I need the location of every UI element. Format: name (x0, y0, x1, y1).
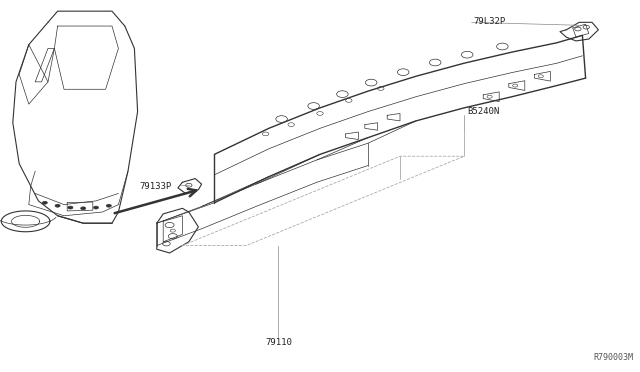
Circle shape (93, 206, 99, 209)
Circle shape (106, 204, 111, 207)
Circle shape (42, 201, 47, 204)
Text: 79110: 79110 (265, 338, 292, 347)
Circle shape (68, 206, 73, 209)
Text: B5240N: B5240N (467, 107, 499, 116)
Circle shape (81, 207, 86, 210)
Text: 79L32P: 79L32P (474, 17, 506, 26)
Text: R790003M: R790003M (594, 353, 634, 362)
Circle shape (55, 204, 60, 207)
Text: 79133P: 79133P (140, 182, 172, 190)
